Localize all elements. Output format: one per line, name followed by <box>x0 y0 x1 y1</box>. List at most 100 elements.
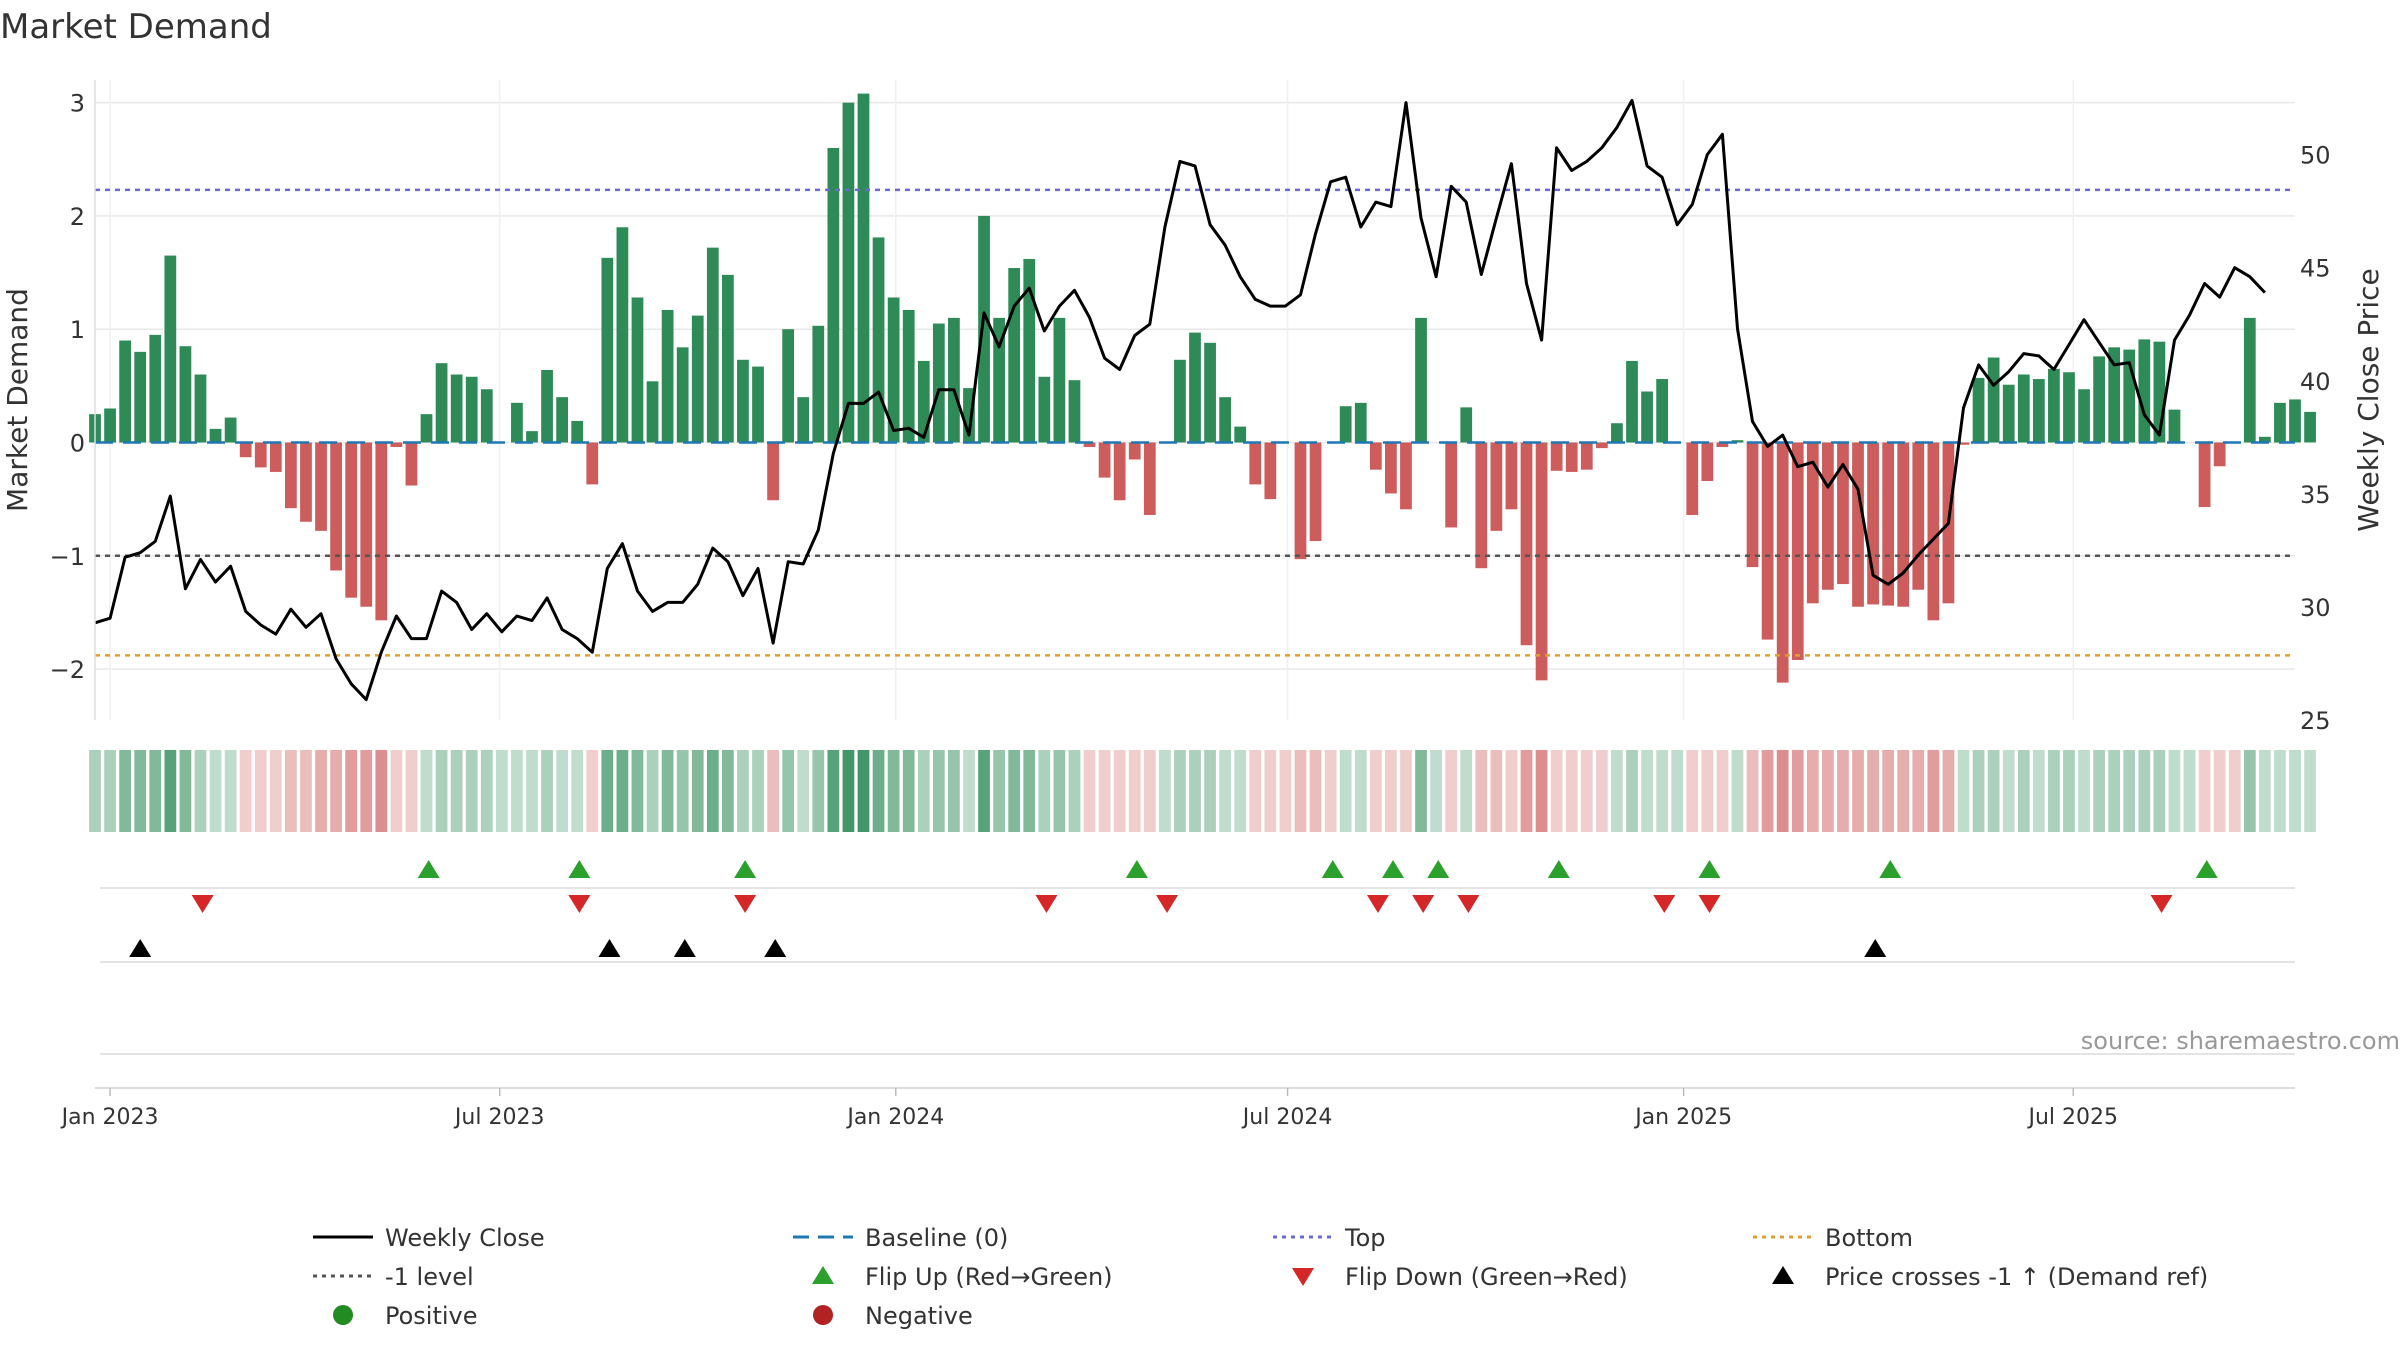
positive-bar <box>902 309 915 443</box>
strip-cell <box>1701 750 1714 832</box>
negative-bar <box>586 442 599 485</box>
strip-cell <box>706 750 719 832</box>
strip-cell <box>1565 750 1578 832</box>
strip-cell <box>495 750 508 832</box>
positive-bar <box>1641 391 1653 443</box>
demand-heat-strip <box>89 750 2316 832</box>
strip-cell <box>2183 750 2196 832</box>
positive-bar <box>2138 339 2151 443</box>
negative-bar <box>269 442 282 472</box>
positive-bar <box>932 323 945 443</box>
positive-bar <box>194 374 207 443</box>
negative-bar <box>1882 442 1895 606</box>
positive-bar <box>646 381 659 443</box>
event-markers <box>95 860 2295 1089</box>
strip-cell <box>1957 750 1970 832</box>
strip-cell <box>1761 750 1774 832</box>
positive-bar <box>224 417 237 443</box>
negative-bar <box>1595 442 1608 449</box>
strip-cell <box>1053 750 1066 832</box>
demand-bars <box>89 93 2316 683</box>
negative-bar <box>330 442 342 571</box>
positive-bar <box>435 363 448 443</box>
strip-cell <box>300 750 312 832</box>
flip-up-marker <box>1321 860 1344 878</box>
strip-cell <box>2213 750 2226 832</box>
positive-bar <box>119 340 132 443</box>
negative-bar <box>285 442 297 509</box>
negative-bar <box>405 442 418 486</box>
negative-bar <box>2198 442 2211 508</box>
flip-down-marker <box>1457 895 1480 913</box>
strip-cell <box>254 750 267 832</box>
strip-cell <box>2063 750 2075 832</box>
y2-tick-label: 45 <box>2300 255 2331 283</box>
negative-bar <box>1475 442 1488 569</box>
strip-cell <box>2198 750 2211 832</box>
strip-cell <box>1219 750 1232 832</box>
price-cross-marker <box>1864 939 1887 957</box>
positive-bar <box>737 359 749 443</box>
strip-cell <box>1309 750 1322 832</box>
negative-bar <box>239 442 252 458</box>
axes: −2 −1 0 1 2 3 25 30 35 40 45 50 <box>50 80 2331 735</box>
negative-bar <box>254 442 267 468</box>
strip-cell <box>1972 750 1985 832</box>
positive-bar <box>1460 407 1473 443</box>
positive-bar <box>2274 402 2286 443</box>
strip-cell <box>2108 750 2121 832</box>
positive-bar <box>2258 436 2271 443</box>
strip-cell <box>1731 750 1744 832</box>
positive-bar <box>1234 426 1247 443</box>
strip-cell <box>1942 750 1955 832</box>
strip-cell <box>1354 750 1367 832</box>
strip-cell <box>480 750 493 832</box>
legend-negative-label: Negative <box>865 1302 973 1330</box>
strip-cell <box>149 750 162 832</box>
strip-cell <box>1882 750 1895 832</box>
positive-bar <box>480 389 493 443</box>
strip-cell <box>179 750 192 832</box>
negative-bar <box>1445 442 1458 528</box>
negative-bar <box>1957 442 1970 445</box>
strip-cell <box>752 750 764 832</box>
strip-cell <box>1806 750 1819 832</box>
strip-cell <box>2274 750 2286 832</box>
legend-top-label: Top <box>1344 1224 1386 1252</box>
strip-cell <box>360 750 373 832</box>
positive-bar <box>104 408 116 443</box>
strip-cell <box>782 750 795 832</box>
positive-bar <box>2123 349 2136 443</box>
strip-cell <box>1324 750 1337 832</box>
strip-cell <box>2304 750 2316 832</box>
negative-bar <box>1927 442 1940 621</box>
strip-cell <box>616 750 629 832</box>
strip-cell <box>948 750 960 832</box>
negative-bar <box>390 442 403 448</box>
strip-cell <box>2048 750 2060 832</box>
negative-bar <box>1822 442 1834 590</box>
positive-bar <box>1656 379 1668 443</box>
strip-cell <box>119 750 132 832</box>
strip-cell <box>2153 750 2166 832</box>
strip-cell <box>224 750 237 832</box>
strip-cell <box>269 750 282 832</box>
positive-bar <box>2108 347 2121 443</box>
positive-bar <box>676 347 689 443</box>
flip-up-marker <box>1382 860 1405 878</box>
strip-cell <box>1686 750 1699 832</box>
flip-down-marker <box>1412 895 1435 913</box>
negative-bar <box>1912 442 1925 590</box>
positive-bar <box>1339 406 1352 443</box>
negative-bar <box>1867 442 1879 605</box>
strip-cell <box>134 750 147 832</box>
strip-cell <box>1580 750 1593 832</box>
strip-cell <box>1837 750 1849 832</box>
strip-cell <box>1475 750 1488 832</box>
positive-bar <box>993 317 1005 443</box>
negative-bar <box>1369 442 1382 470</box>
strip-cell <box>526 750 538 832</box>
positive-bar <box>963 388 975 443</box>
positive-bar <box>797 397 810 443</box>
positive-bar <box>526 431 538 443</box>
